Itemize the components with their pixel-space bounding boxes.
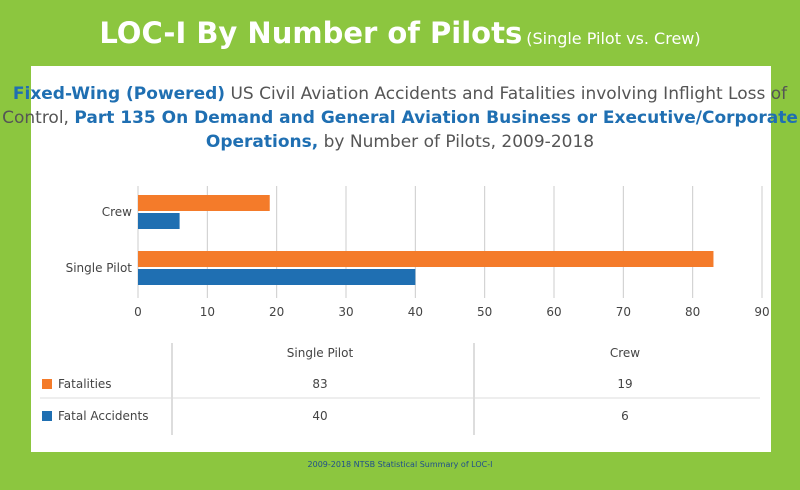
table-column-header: Crew [610, 346, 640, 360]
table-row-label: Fatal Accidents [58, 409, 148, 423]
x-tick-label: 10 [200, 305, 215, 319]
bar-fatal-accidents [138, 213, 180, 229]
x-tick-label: 40 [408, 305, 423, 319]
table-cell: 6 [621, 409, 629, 423]
bar-fatalities [138, 251, 714, 267]
table-column-header: Single Pilot [287, 346, 354, 360]
x-tick-label: 20 [269, 305, 284, 319]
chart-title-part4: by Number of Pilots, 2009-2018 [318, 132, 595, 152]
table-cell: 40 [312, 409, 327, 423]
y-category-label: Single Pilot [66, 261, 133, 275]
table-cell: 83 [312, 377, 327, 391]
page-title: LOC-I By Number of Pilots [99, 16, 523, 50]
table-row-label: Fatalities [58, 377, 112, 391]
x-tick-label: 80 [685, 305, 700, 319]
chart-title-part3: Part 135 On Demand and General Aviation … [74, 108, 798, 152]
x-tick-label: 50 [477, 305, 492, 319]
bar-fatal-accidents [138, 269, 416, 285]
x-tick-label: 0 [134, 305, 142, 319]
page-subtitle: (Single Pilot vs. Crew) [526, 28, 701, 48]
chart-title: Fixed-Wing (Powered) US Civil Aviation A… [0, 82, 800, 154]
legend-swatch-fatal-accidents [42, 411, 52, 421]
legend-swatch-fatalities [42, 379, 52, 389]
footer-source: 2009-2018 NTSB Statistical Summary of LO… [307, 460, 493, 469]
x-tick-label: 60 [546, 305, 561, 319]
x-tick-label: 90 [754, 305, 769, 319]
y-category-label: Crew [102, 205, 132, 219]
chart-title-part1: Fixed-Wing (Powered) [12, 84, 226, 104]
chart-title-part2: US Civil Aviation Accidents and Fataliti… [2, 84, 788, 128]
x-tick-label: 30 [338, 305, 353, 319]
bar-fatalities [138, 195, 270, 211]
table-cell: 19 [617, 377, 632, 391]
x-tick-label: 70 [616, 305, 631, 319]
header-banner: LOC-I By Number of Pilots (Single Pilot … [0, 0, 800, 66]
